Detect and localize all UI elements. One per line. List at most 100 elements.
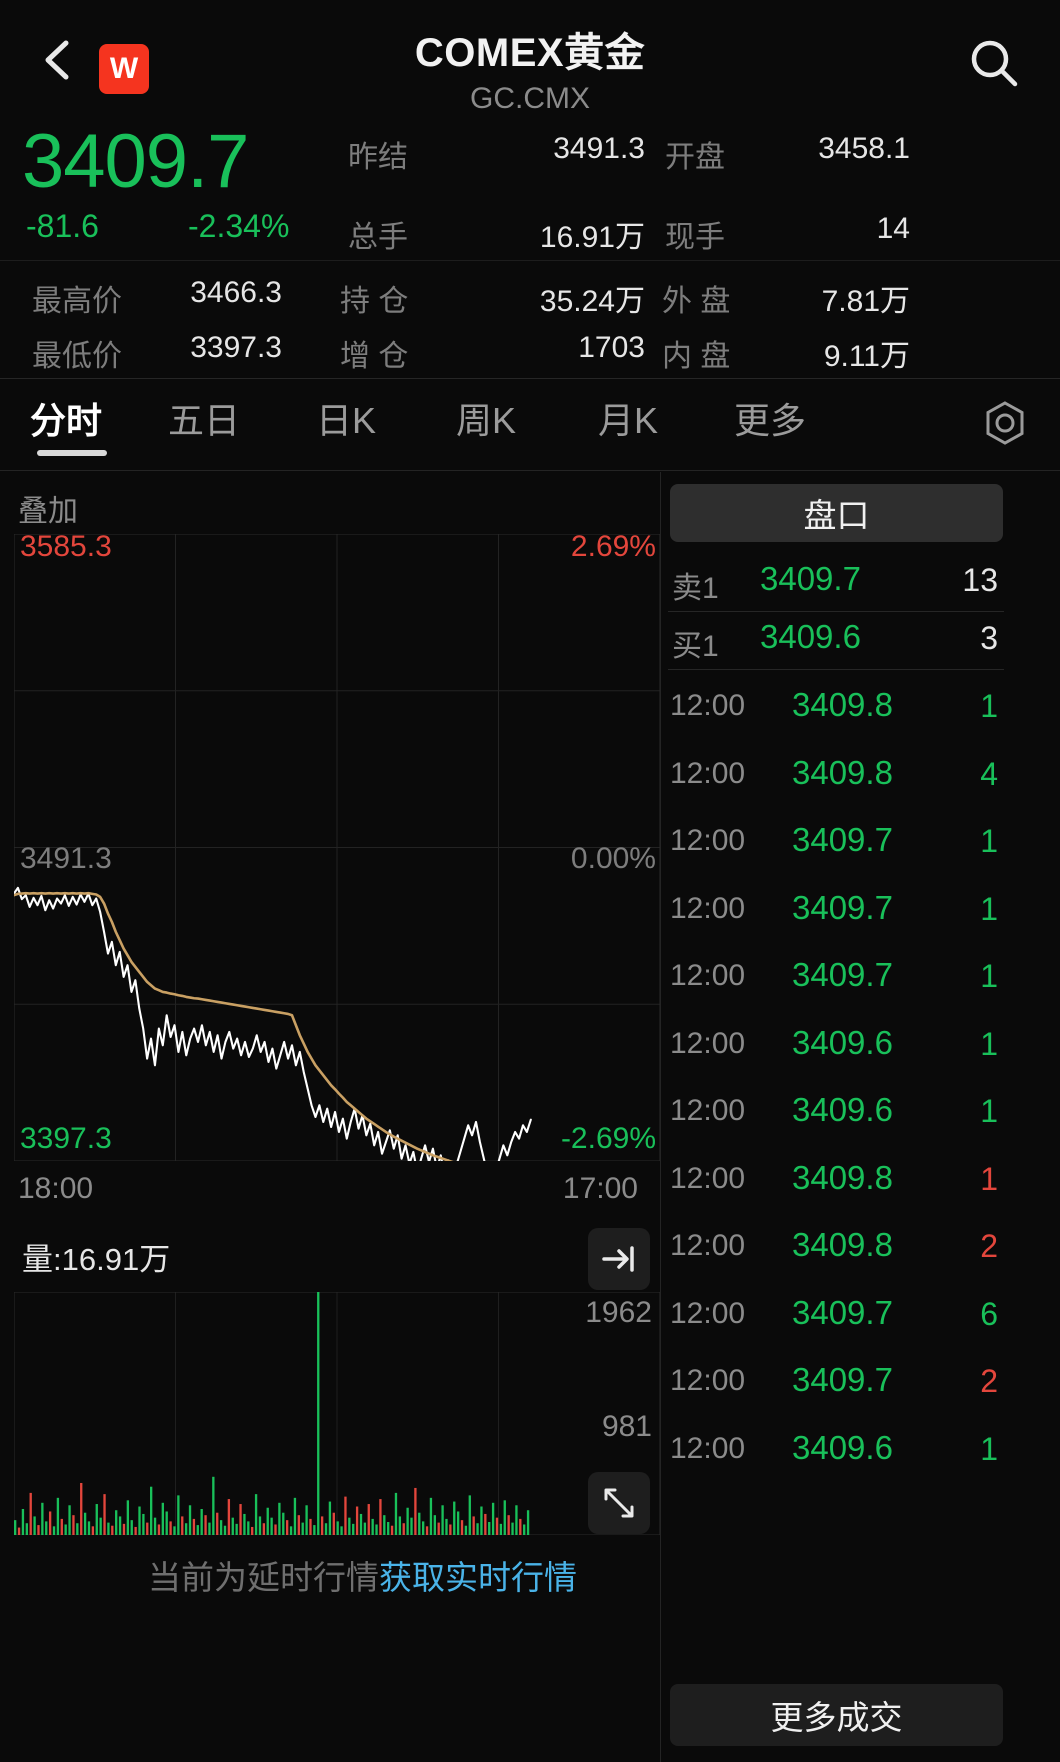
- trade-tick-row[interactable]: 12:00 3409.8 2: [668, 1217, 1004, 1284]
- stats-row-high: 最高价 3466.3 持 仓 35.24万 外 盘 7.81万: [0, 264, 1060, 321]
- overlay-toggle[interactable]: 叠加: [18, 495, 78, 528]
- chart-high-price-label: 3585.3: [20, 530, 112, 563]
- delayed-quote-text: 当前为延时行情: [148, 1559, 379, 1596]
- ask-volume: 13: [962, 562, 998, 598]
- tick-time: 12:00: [670, 1094, 746, 1127]
- tab-wuri[interactable]: 五日: [168, 400, 241, 441]
- tab-more[interactable]: 更多: [734, 400, 807, 441]
- price-change: -81.6: [26, 208, 99, 244]
- trade-tick-row[interactable]: 12:00 3409.7 1: [668, 947, 1004, 1014]
- tick-price: 3409.7: [792, 821, 893, 858]
- stat-value-prev-close: 3491.3: [553, 132, 645, 165]
- stat-value-total-volume: 16.91万: [539, 221, 645, 254]
- stat-value-oi-change: 1703: [578, 331, 645, 364]
- gear-icon[interactable]: [982, 400, 1028, 446]
- more-trades-button[interactable]: 更多成交: [670, 1684, 1003, 1746]
- trade-tick-row[interactable]: 12:00 3409.8 4: [668, 745, 1004, 812]
- order-book-bid-row[interactable]: 买1 3409.6 3: [668, 612, 1004, 669]
- tick-volume: 6: [980, 1295, 998, 1332]
- tick-volume: 2: [980, 1228, 998, 1264]
- tick-time: 12:00: [670, 1026, 746, 1060]
- active-tab-indicator: [37, 450, 107, 456]
- app-logo[interactable]: W: [99, 44, 149, 94]
- tick-volume: 1: [980, 823, 998, 859]
- chart-time-axis: 18:00 17:00: [14, 1172, 646, 1212]
- volume-chart[interactable]: 1962 981: [14, 1292, 660, 1535]
- realtime-quote-link[interactable]: 获取实时行情: [379, 1559, 577, 1596]
- expand-icon[interactable]: [588, 1472, 650, 1534]
- tick-volume: 1: [980, 1025, 998, 1062]
- tick-volume: 1: [980, 958, 998, 994]
- tab-yuek[interactable]: 月K: [598, 400, 659, 441]
- top-navigation-bar: W COMEX黄金 GC.CMX: [0, 0, 1060, 115]
- skip-forward-icon[interactable]: [588, 1228, 650, 1290]
- bid-side-label: 买1: [672, 630, 719, 663]
- price-change-percent: -2.34%: [188, 208, 290, 244]
- delayed-quote-notice: 当前为延时行情获取实时行情: [148, 1551, 577, 1599]
- stat-value-current-volume: 14: [876, 212, 910, 245]
- bid-price: 3409.6: [760, 618, 861, 655]
- volume-axis-top: 1962: [585, 1296, 652, 1329]
- tab-fenshi[interactable]: 分时: [30, 400, 103, 441]
- stat-value-inner-volume: 9.11万: [823, 340, 910, 373]
- stat-key-inner-volume: 内 盘: [662, 340, 731, 373]
- tick-time: 12:00: [670, 1161, 746, 1195]
- chart-mid-pct-label: 0.00%: [570, 842, 656, 875]
- order-book-tab[interactable]: 盘口: [670, 484, 1003, 542]
- stat-value-low: 3397.3: [190, 331, 282, 364]
- chart-mid-price-label: 3491.3: [20, 842, 112, 875]
- trade-tick-row[interactable]: 12:00 3409.8 1: [668, 1150, 1004, 1217]
- page-title: COMEX黄金: [414, 31, 646, 75]
- tick-time: 12:00: [670, 1229, 746, 1262]
- trade-tick-row[interactable]: 12:00 3409.6 1: [668, 1015, 1004, 1082]
- tick-time: 12:00: [670, 1364, 746, 1397]
- divider: [0, 470, 1060, 471]
- chevron-left-icon[interactable]: [40, 38, 74, 82]
- tick-price: 3409.7: [792, 1293, 893, 1331]
- quote-summary: 3409.7 -81.6 -2.34% 昨结 3491.3 开盘 3458.1 …: [0, 112, 1060, 260]
- tick-price: 3409.8: [792, 686, 893, 723]
- tick-time: 12:00: [670, 824, 746, 857]
- stat-value-open-interest: 35.24万: [539, 285, 645, 318]
- tick-volume: 2: [980, 1363, 998, 1399]
- tick-volume: 1: [980, 890, 998, 927]
- tick-volume: 1: [980, 1093, 998, 1129]
- tick-price: 3409.6: [792, 1023, 893, 1061]
- symbol-code: GC.CMX: [470, 82, 590, 115]
- trade-tick-row[interactable]: 12:00 3409.6 1: [668, 1420, 1004, 1487]
- tick-time: 12:00: [670, 1296, 746, 1330]
- trade-tick-row[interactable]: 12:00 3409.7 2: [668, 1352, 1004, 1419]
- volume-axis-mid: 981: [601, 1410, 652, 1443]
- stat-key-outer-volume: 外 盘: [662, 285, 731, 318]
- tick-price: 3409.8: [792, 1158, 893, 1196]
- bid-volume: 3: [980, 620, 998, 656]
- tick-price: 3409.7: [792, 956, 893, 993]
- stat-key-total-volume: 总手: [348, 221, 408, 254]
- ask-side-label: 卖1: [672, 572, 719, 605]
- tab-zhouk[interactable]: 周K: [456, 400, 517, 441]
- order-book-pane: 盘口 卖1 3409.7 13 买1 3409.6 3 12:00 3409.8 1…: [660, 472, 1060, 1762]
- search-icon[interactable]: [966, 36, 1022, 92]
- tick-time: 12:00: [670, 1431, 746, 1465]
- chart-time-end: 17:00: [562, 1172, 638, 1205]
- order-book-ask-row[interactable]: 卖1 3409.7 13: [668, 554, 1004, 611]
- trade-tick-row[interactable]: 12:00 3409.6 1: [668, 1082, 1004, 1149]
- trade-tick-row[interactable]: 12:00 3409.7 1: [668, 812, 1004, 879]
- tick-volume: 4: [980, 755, 998, 792]
- trade-tick-row[interactable]: 12:00 3409.7 6: [668, 1285, 1004, 1352]
- tick-volume: 1: [980, 1430, 998, 1467]
- price-chart[interactable]: 3585.3 2.69% 3491.3 0.00% 3397.3 -2.69%: [14, 530, 660, 1161]
- tab-rik[interactable]: 日K: [316, 400, 377, 441]
- chart-time-start: 18:00: [18, 1172, 94, 1205]
- tick-time: 12:00: [670, 959, 746, 992]
- stat-key-high: 最高价: [32, 285, 122, 318]
- chart-low-pct-label: -2.69%: [560, 1122, 656, 1155]
- divider: [0, 378, 1060, 379]
- tick-volume: 1: [980, 688, 998, 724]
- main-content: 叠加 3585.3 2.69% 3491.3 0.00% 3397.3 -2.6…: [0, 472, 1060, 1762]
- trade-tick-row[interactable]: 12:00 3409.8 1: [668, 677, 1004, 744]
- trade-tick-row[interactable]: 12:00 3409.7 1: [668, 880, 1004, 947]
- stat-value-high: 3466.3: [190, 276, 282, 309]
- ask-price: 3409.7: [760, 560, 861, 597]
